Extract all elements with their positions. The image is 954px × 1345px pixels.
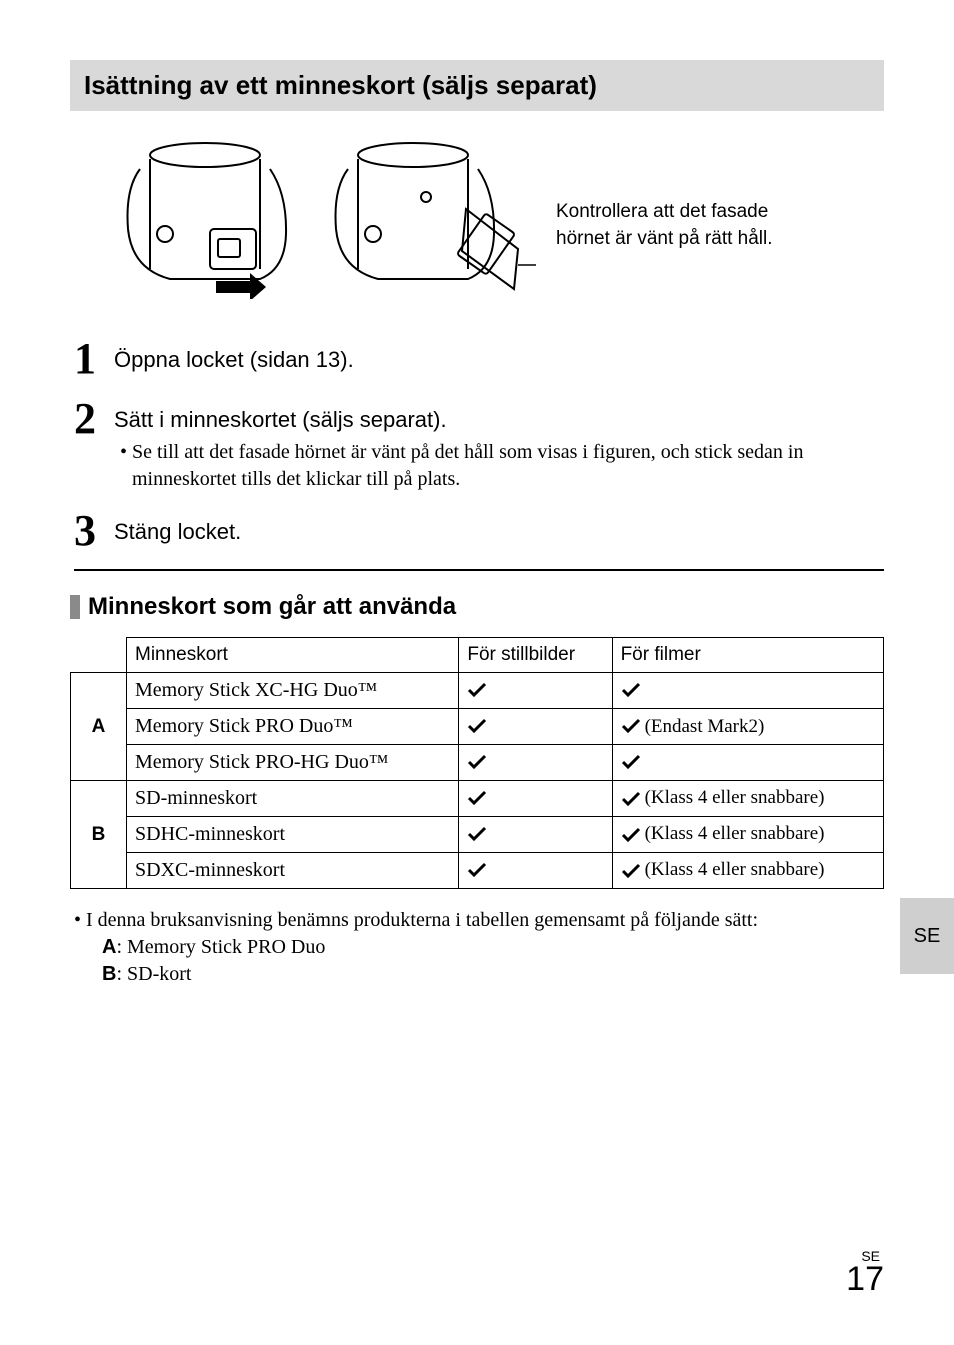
movie-note: (Klass 4 eller snabbare) <box>645 859 825 882</box>
table-row: SDXC-minneskort (Klass 4 eller snabbare) <box>71 853 884 889</box>
check-icon <box>621 791 641 807</box>
page-footer: SE 17 <box>846 1248 884 1299</box>
check-icon <box>467 826 487 842</box>
compatibility-table: Minneskort För stillbilder För filmer A … <box>70 637 884 889</box>
check-icon <box>467 862 487 878</box>
check-icon <box>621 863 641 879</box>
table-row: Memory Stick PRO Duo™ (Endast Mark2) <box>71 709 884 745</box>
movie-note: (Klass 4 eller snabbare) <box>645 787 825 810</box>
steps-divider <box>74 569 884 571</box>
step-1: 1 Öppna locket (sidan 13). <box>74 337 884 381</box>
step-text: Öppna locket (sidan 13). <box>114 347 884 373</box>
card-name: SDXC-minneskort <box>127 853 459 889</box>
table-row: Memory Stick PRO-HG Duo™ <box>71 745 884 781</box>
step-number: 3 <box>74 509 100 553</box>
card-name: SDHC-minneskort <box>127 817 459 853</box>
step-3: 3 Stäng locket. <box>74 509 884 553</box>
footnote-a-text: : Memory Stick PRO Duo <box>116 936 325 958</box>
figure-row: Kontrollera att det fasade hörnet är vän… <box>110 139 884 309</box>
footnote-a: A: Memory Stick PRO Duo <box>74 934 884 961</box>
col-header-movies: För filmer <box>612 638 883 673</box>
col-header-stills: För stillbilder <box>459 638 612 673</box>
step-text: Sätt i minneskortet (säljs separat). <box>114 407 884 433</box>
col-header-card: Minneskort <box>127 638 459 673</box>
check-icon <box>621 682 641 698</box>
footnote-b-text: : SD-kort <box>116 963 191 985</box>
card-name: SD-minneskort <box>127 781 459 817</box>
check-icon <box>467 754 487 770</box>
figure-caption: Kontrollera att det fasade hörnet är vän… <box>556 199 776 252</box>
check-icon <box>467 718 487 734</box>
card-name: Memory Stick PRO Duo™ <box>127 709 459 745</box>
section-title: Isättning av ett minneskort (säljs separ… <box>70 60 884 111</box>
footnote-b-label: B <box>102 963 116 985</box>
page-number: 17 <box>846 1260 884 1298</box>
movie-note: (Endast Mark2) <box>645 716 765 737</box>
figure-2 <box>318 139 538 309</box>
figure-1 <box>110 139 300 299</box>
card-name: Memory Stick XC-HG Duo™ <box>127 673 459 709</box>
subsection-title: Minneskort som går att använda <box>88 593 456 621</box>
table-row: B SD-minneskort (Klass 4 eller snabbare) <box>71 781 884 817</box>
check-icon <box>467 682 487 698</box>
subsection-header: Minneskort som går att använda <box>70 593 884 621</box>
step-subtext: • Se till att det fasade hörnet är vänt … <box>114 439 884 493</box>
movie-note: (Klass 4 eller snabbare) <box>645 823 825 846</box>
check-icon <box>621 718 641 734</box>
table-row: A Memory Stick XC-HG Duo™ <box>71 673 884 709</box>
group-label-a: A <box>71 673 127 781</box>
step-number: 2 <box>74 397 100 441</box>
footnote-intro: • I denna bruksanvisning benämns produkt… <box>74 907 884 934</box>
table-header-row: Minneskort För stillbilder För filmer <box>71 638 884 673</box>
step-2: 2 Sätt i minneskortet (säljs separat). •… <box>74 397 884 493</box>
footnote-a-label: A <box>102 936 116 958</box>
group-label-b: B <box>71 781 127 889</box>
arrow-icon <box>216 273 266 299</box>
card-name: Memory Stick PRO-HG Duo™ <box>127 745 459 781</box>
table-row: SDHC-minneskort (Klass 4 eller snabbare) <box>71 817 884 853</box>
steps-list: 1 Öppna locket (sidan 13). 2 Sätt i minn… <box>74 337 884 571</box>
check-icon <box>621 754 641 770</box>
step-number: 1 <box>74 337 100 381</box>
footnote-b: B: SD-kort <box>74 961 884 988</box>
check-icon <box>467 790 487 806</box>
subsection-marker-icon <box>70 595 80 619</box>
check-icon <box>621 827 641 843</box>
step-text: Stäng locket. <box>114 519 884 545</box>
footnotes: • I denna bruksanvisning benämns produkt… <box>74 907 884 988</box>
side-tab: SE <box>900 898 954 974</box>
